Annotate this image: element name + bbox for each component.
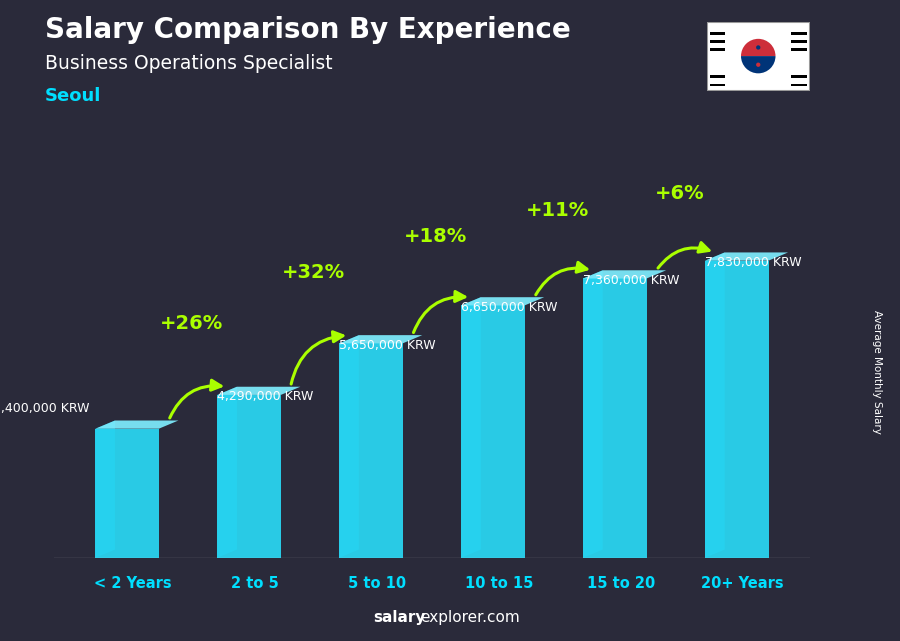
Polygon shape <box>705 261 769 558</box>
Polygon shape <box>583 271 666 278</box>
Text: 6,650,000 KRW: 6,650,000 KRW <box>462 301 558 314</box>
Text: Seoul: Seoul <box>45 87 102 104</box>
Circle shape <box>754 43 762 52</box>
Circle shape <box>756 63 760 67</box>
Bar <box>791 40 806 43</box>
Text: 2 to 5: 2 to 5 <box>231 576 279 591</box>
Text: 3,400,000 KRW: 3,400,000 KRW <box>0 402 89 415</box>
Bar <box>791 49 806 51</box>
Text: Salary Comparison By Experience: Salary Comparison By Experience <box>45 16 571 44</box>
Polygon shape <box>462 297 481 558</box>
Polygon shape <box>218 387 237 558</box>
Bar <box>710 76 725 78</box>
Polygon shape <box>95 429 159 558</box>
Text: explorer.com: explorer.com <box>420 610 520 625</box>
Bar <box>791 76 806 78</box>
Polygon shape <box>705 253 725 558</box>
Polygon shape <box>218 387 301 395</box>
Text: +32%: +32% <box>283 263 346 282</box>
Bar <box>710 49 725 51</box>
Polygon shape <box>339 344 402 558</box>
Bar <box>710 40 725 43</box>
Polygon shape <box>95 420 178 429</box>
Bar <box>710 84 725 87</box>
Polygon shape <box>583 271 603 558</box>
Bar <box>791 32 806 35</box>
Bar <box>710 92 725 95</box>
Polygon shape <box>462 305 525 558</box>
Bar <box>791 92 806 95</box>
Text: salary: salary <box>374 610 426 625</box>
Polygon shape <box>462 297 544 305</box>
Text: 4,290,000 KRW: 4,290,000 KRW <box>218 390 314 403</box>
Text: +11%: +11% <box>526 201 590 220</box>
Text: < 2 Years: < 2 Years <box>94 576 172 591</box>
Text: 20+ Years: 20+ Years <box>701 576 784 591</box>
Text: 15 to 20: 15 to 20 <box>587 576 655 591</box>
Text: +26%: +26% <box>160 314 223 333</box>
Polygon shape <box>583 278 646 558</box>
Wedge shape <box>741 56 776 73</box>
Text: 7,830,000 KRW: 7,830,000 KRW <box>705 256 802 269</box>
Text: 7,360,000 KRW: 7,360,000 KRW <box>583 274 680 287</box>
Bar <box>791 84 806 87</box>
Text: 5 to 10: 5 to 10 <box>347 576 406 591</box>
Polygon shape <box>705 253 788 261</box>
Text: Average Monthly Salary: Average Monthly Salary <box>872 310 883 434</box>
Text: Business Operations Specialist: Business Operations Specialist <box>45 54 333 74</box>
Text: +6%: +6% <box>654 184 705 203</box>
Circle shape <box>756 46 760 49</box>
Bar <box>710 32 725 35</box>
Wedge shape <box>741 39 776 56</box>
Text: 5,650,000 KRW: 5,650,000 KRW <box>339 339 436 352</box>
Text: 10 to 15: 10 to 15 <box>464 576 533 591</box>
Text: +18%: +18% <box>404 226 467 246</box>
Circle shape <box>754 60 762 69</box>
Polygon shape <box>95 420 115 558</box>
Polygon shape <box>218 395 281 558</box>
Polygon shape <box>339 335 422 344</box>
Polygon shape <box>339 335 359 558</box>
